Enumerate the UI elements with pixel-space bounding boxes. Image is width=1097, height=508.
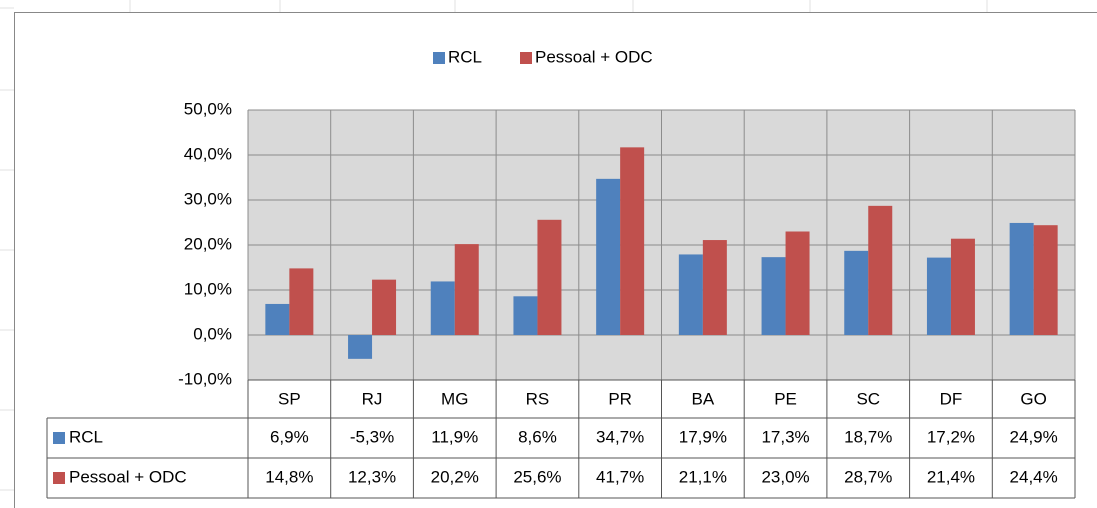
legend-label: RCL [448, 47, 482, 66]
y-tick-label: 20,0% [184, 234, 232, 253]
table-cell: 18,7% [844, 427, 892, 446]
bar [289, 268, 314, 335]
y-tick-label: 30,0% [184, 189, 232, 208]
table-cell: 20,2% [431, 467, 479, 486]
bar [678, 254, 703, 335]
x-tick-label: BA [692, 389, 715, 408]
table-cell: 17,3% [761, 427, 809, 446]
sheet-grid [0, 0, 988, 491]
table-cell: 12,3% [348, 467, 396, 486]
x-tick-label: GO [1020, 389, 1046, 408]
y-tick-label: 50,0% [184, 99, 232, 118]
bar [702, 240, 727, 335]
bar [926, 257, 951, 335]
bar [1033, 225, 1058, 335]
table-cell: 11,9% [431, 427, 478, 446]
bar [950, 238, 975, 335]
x-tick-label: RJ [362, 389, 383, 408]
table-legend-key [53, 472, 65, 484]
table-cell: 24,4% [1010, 467, 1058, 486]
table-cell: 34,7% [596, 427, 644, 446]
x-tick-label: DF [940, 389, 963, 408]
x-tick-label: PE [774, 389, 797, 408]
y-tick-label: 40,0% [184, 144, 232, 163]
bar [454, 244, 479, 335]
table-cell: -5,3% [350, 427, 394, 446]
bar [761, 257, 786, 335]
table-legend-key [53, 432, 65, 444]
table-cell: 17,9% [679, 427, 727, 446]
table-cell: 6,9% [270, 427, 309, 446]
x-tick-label: RS [526, 389, 550, 408]
y-tick-label: 10,0% [184, 279, 232, 298]
table-cell: 8,6% [518, 427, 557, 446]
table-cell: 21,4% [927, 467, 975, 486]
bar [537, 219, 562, 335]
bar [785, 231, 810, 335]
legend-key [520, 52, 532, 64]
x-tick-label: MG [441, 389, 468, 408]
bar [844, 250, 869, 335]
table-row-header: Pessoal + ODC [69, 467, 187, 486]
bar [430, 281, 455, 335]
bar [265, 303, 290, 335]
y-tick-label: 0,0% [193, 324, 232, 343]
table-cell: 41,7% [596, 467, 644, 486]
table-cell: 23,0% [761, 467, 809, 486]
table-cell: 17,2% [927, 427, 975, 446]
table-row-header: RCL [69, 427, 103, 446]
bar [372, 279, 397, 335]
bar [596, 178, 621, 335]
bar [513, 296, 538, 335]
legend-label: Pessoal + ODC [535, 47, 653, 66]
y-tick-label: -10,0% [178, 369, 232, 388]
table-cell: 14,8% [265, 467, 313, 486]
table-cell: 25,6% [513, 467, 561, 486]
bar [348, 335, 373, 359]
x-tick-label: PR [608, 389, 632, 408]
legend-key [433, 52, 445, 64]
table-cell: 21,1% [679, 467, 727, 486]
table-cell: 24,9% [1010, 427, 1058, 446]
x-tick-label: SP [278, 389, 301, 408]
bar [620, 147, 645, 335]
bar [868, 205, 893, 335]
bar [1009, 222, 1034, 335]
x-tick-label: SC [856, 389, 880, 408]
table-cell: 28,7% [844, 467, 892, 486]
